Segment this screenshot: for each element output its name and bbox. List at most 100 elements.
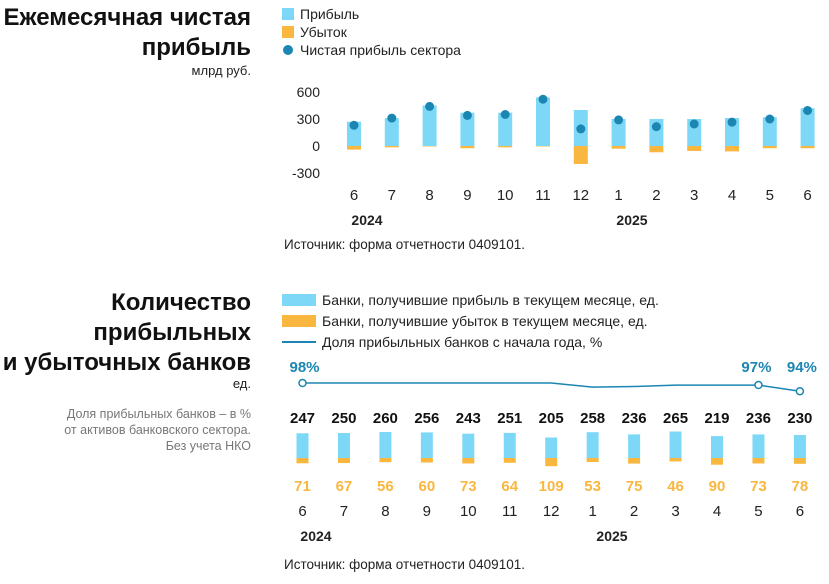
chart1-unit: млрд руб. (191, 63, 251, 78)
share-line (302, 382, 801, 392)
loss-banks-value: 53 (584, 478, 601, 495)
profit-banks-bar (628, 434, 641, 458)
profit-banks-value: 205 (539, 410, 564, 427)
x-tick-label: 2 (630, 503, 638, 520)
loss-banks-value: 67 (336, 478, 353, 495)
y-tick-label: 300 (297, 111, 321, 127)
chart2-note-line3: Без учета НКО (165, 439, 251, 453)
x-tick-label: 7 (388, 187, 396, 204)
loss-bar (347, 146, 361, 150)
net-profit-dot (803, 105, 813, 115)
loss-banks-bar (586, 458, 599, 462)
profit-banks-value: 219 (704, 410, 729, 427)
x-tick-label: 6 (803, 187, 811, 204)
legend-loss-label: Убыток (300, 24, 347, 40)
x-tick-label: 6 (298, 503, 306, 520)
share-label: 97% (741, 359, 771, 376)
x-tick-label: 9 (463, 187, 471, 204)
loss-banks-value: 56 (377, 478, 394, 495)
loss-bar (498, 146, 513, 148)
chart2-source: Источник: форма отчетности 0409101. (284, 557, 525, 572)
x-tick-label: 6 (796, 503, 804, 520)
x-tick-label: 5 (754, 503, 762, 520)
x-tick-label: 5 (766, 187, 774, 204)
profit-banks-value: 258 (580, 410, 605, 427)
chart1-title-line2: прибыль (141, 34, 251, 61)
profit-bar (422, 105, 437, 146)
loss-bar (800, 146, 815, 149)
profit-bar (800, 108, 815, 146)
net-profit-dot (689, 119, 699, 129)
x-tick-label: 3 (690, 187, 698, 204)
legend-loss-swatch (282, 26, 294, 38)
loss-banks-bar (711, 458, 723, 465)
year-label: 2025 (616, 212, 647, 228)
loss-banks-bar (793, 458, 806, 464)
loss-banks-value: 109 (539, 478, 564, 495)
share-label: 94% (787, 359, 817, 376)
loss-banks-bar (379, 458, 392, 463)
chart2-legend: Банки, получившие прибыль в текущем меся… (282, 289, 659, 352)
legend-profit-label: Прибыль (300, 6, 360, 22)
x-tick-label: 10 (497, 187, 514, 204)
chart2-title: Количество прибыльных и убыточных банков (3, 288, 251, 378)
legend-profit-banks-label: Банки, получившие прибыль в текущем меся… (322, 291, 659, 308)
legend-net-swatch (283, 45, 293, 55)
profit-banks-value: 265 (663, 410, 688, 427)
profit-banks-value: 230 (787, 410, 812, 427)
x-tick-label: 8 (381, 503, 389, 520)
loss-banks-bar (752, 458, 765, 464)
net-profit-dot (462, 110, 472, 120)
chart2-title-line1: Количество (111, 289, 251, 316)
share-marker (754, 380, 763, 390)
loss-bar (687, 146, 702, 151)
loss-bar (611, 146, 626, 149)
x-tick-label: 1 (614, 187, 622, 204)
loss-banks-value: 73 (750, 478, 767, 495)
net-profit-dot (614, 115, 624, 125)
share-label: 98% (289, 359, 319, 376)
profit-bar (384, 118, 399, 146)
profit-banks-value: 256 (414, 410, 439, 427)
profit-bar (498, 112, 513, 146)
profit-banks-bar (669, 431, 682, 458)
loss-banks-bar (628, 458, 641, 464)
profit-bar (762, 117, 777, 146)
net-profit-dot (538, 94, 548, 104)
loss-banks-bar (420, 458, 433, 463)
profit-banks-bar (379, 432, 392, 458)
legend-loss-banks-label: Банки, получившие убыток в текущем месяц… (322, 312, 648, 329)
net-profit-dot (651, 122, 661, 132)
chart2-unit: ед. (232, 376, 251, 391)
x-tick-label: 2 (652, 187, 660, 204)
profit-banks-value: 247 (290, 410, 315, 427)
profit-banks-bar (462, 433, 475, 458)
legend-loss: Убыток (282, 23, 461, 41)
profit-banks-value: 260 (373, 410, 398, 427)
profit-banks-bar (545, 437, 558, 458)
profit-banks-value: 250 (331, 410, 356, 427)
legend-profit-banks: Банки, получившие прибыль в текущем меся… (282, 289, 659, 310)
chart2-title-line3: и убыточных банков (2, 349, 251, 376)
chart2-title-line2: прибыльных (93, 319, 251, 346)
chart1-title-line1: Ежемесячная чистая (3, 4, 251, 31)
share-marker (795, 386, 805, 396)
legend-net-label: Чистая прибыль сектора (300, 42, 461, 58)
net-profit-dot (765, 114, 775, 124)
year-label: 2025 (596, 528, 627, 544)
profit-banks-bar (711, 436, 723, 458)
chart2-note: Доля прибыльных банков – в % от активов … (11, 406, 251, 454)
share-marker (298, 378, 307, 388)
net-profit-dot (387, 113, 397, 123)
loss-banks-bar (462, 458, 475, 464)
loss-bar (762, 146, 777, 149)
loss-banks-value: 46 (667, 478, 684, 495)
profit-banks-bar (793, 435, 806, 458)
loss-bar (725, 146, 739, 152)
chart1-title: Ежемесячная чистая прибыль (4, 3, 251, 63)
legend-share: Доля прибыльных банков с начала года, % (282, 331, 659, 352)
profit-banks-bar (296, 433, 309, 458)
x-tick-label: 12 (543, 503, 560, 520)
loss-banks-value: 90 (709, 478, 726, 495)
